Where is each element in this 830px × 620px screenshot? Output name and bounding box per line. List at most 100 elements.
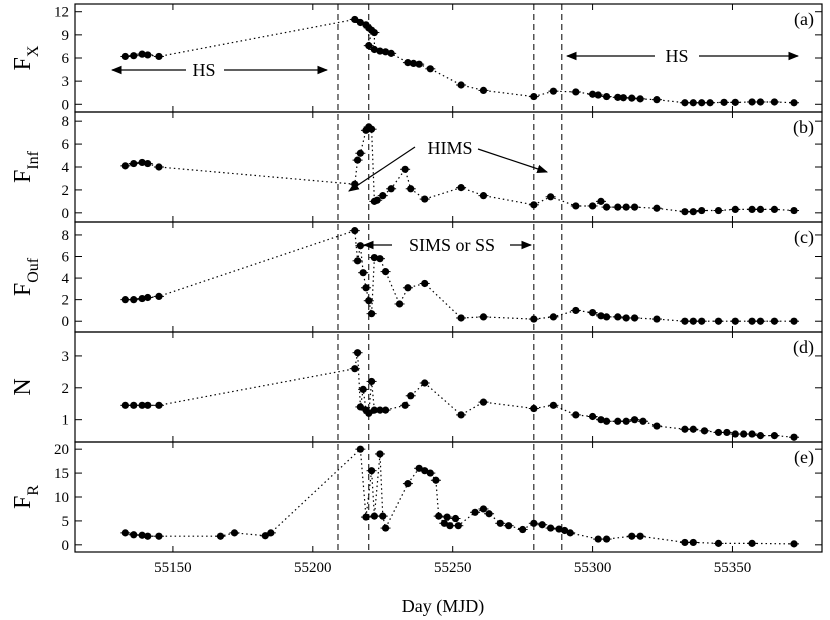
- data-point: [457, 314, 465, 322]
- data-point: [636, 532, 644, 540]
- data-point: [790, 317, 798, 325]
- data-point: [689, 99, 697, 107]
- hims-arrow-right: [477, 148, 549, 174]
- y-tick-label: 1: [62, 413, 70, 429]
- data-point: [421, 279, 429, 288]
- data-point: [790, 540, 798, 548]
- data-point: [370, 512, 378, 520]
- y-axis-title: FInf: [10, 150, 42, 183]
- data-point: [653, 422, 661, 430]
- data-point: [365, 297, 373, 305]
- data-point: [479, 505, 488, 513]
- data-point: [353, 349, 362, 357]
- data-point: [479, 313, 488, 321]
- data-point: [404, 480, 412, 488]
- data-point: [479, 192, 488, 200]
- data-point: [353, 257, 362, 265]
- y-axis-title-sub: X: [25, 45, 42, 57]
- data-point: [653, 96, 661, 104]
- data-point: [376, 406, 384, 414]
- data-point: [415, 464, 423, 472]
- data-point: [770, 98, 779, 106]
- data-point: [748, 317, 756, 325]
- y-tick-label: 4: [62, 271, 70, 287]
- y-tick-label: 2: [62, 293, 70, 309]
- data-point: [602, 417, 611, 425]
- y-tick-label: 4: [62, 160, 70, 176]
- data-point: [155, 292, 163, 301]
- data-point: [381, 406, 390, 414]
- data-point: [130, 296, 138, 304]
- series-line: [125, 18, 795, 104]
- data-point: [630, 203, 639, 211]
- data-point: [689, 425, 697, 433]
- x-tick-label: 55200: [294, 560, 332, 576]
- data-point: [622, 203, 630, 211]
- y-tick-label: 15: [54, 466, 69, 482]
- data-point: [144, 159, 152, 168]
- data-point: [566, 529, 574, 537]
- panel-d: 1 2 3 N (d): [10, 331, 823, 443]
- panel-c: 0 2 4 6 8 FOuf (c): [10, 221, 823, 333]
- data-point: [723, 428, 731, 437]
- data-point: [435, 512, 443, 520]
- x-axis: 55150 55200 55250 55300 55350: [154, 560, 751, 576]
- data-point: [351, 227, 359, 235]
- panel-e: 0 5 10 15 20 FR (e): [10, 441, 823, 554]
- y-tick-label: 10: [54, 490, 69, 506]
- data-point: [381, 268, 390, 276]
- data-point: [622, 314, 630, 322]
- data-point: [636, 95, 644, 103]
- data-point: [138, 294, 146, 303]
- data-point: [415, 60, 423, 68]
- data-point: [144, 532, 152, 540]
- data-point: [602, 203, 611, 211]
- data-point: [496, 519, 504, 527]
- data-point: [549, 313, 558, 321]
- data-point: [594, 91, 602, 99]
- data-point: [144, 51, 152, 59]
- data-point: [387, 185, 395, 193]
- panel-frame: [74, 331, 823, 443]
- hs-left-label: HS: [192, 60, 215, 80]
- data-point: [630, 314, 639, 322]
- data-point: [351, 15, 359, 24]
- data-point: [790, 433, 798, 441]
- vertical-state-boundaries: [337, 4, 563, 552]
- data-point: [594, 535, 602, 543]
- y-tick-label: 6: [62, 51, 70, 67]
- hims-arrow-left: [348, 146, 416, 192]
- annotations-layer: HS HS HIMS SIMS or SS: [110, 46, 800, 255]
- data-point: [454, 522, 462, 530]
- hs-right-label: HS: [665, 46, 688, 66]
- data-point: [121, 52, 129, 61]
- data-point: [602, 535, 611, 543]
- data-point: [471, 508, 479, 516]
- y-tick-label: 12: [54, 5, 69, 21]
- data-point: [457, 411, 465, 419]
- y-axis-title: FX: [10, 45, 42, 70]
- panel-frame: [74, 441, 823, 553]
- data-point: [370, 406, 378, 414]
- data-point: [443, 513, 451, 521]
- data-point: [404, 284, 412, 292]
- data-point: [748, 205, 756, 213]
- data-point: [440, 519, 448, 527]
- series-line: [125, 447, 795, 545]
- data-point: [373, 196, 381, 204]
- data-point: [698, 206, 706, 215]
- data-point: [401, 401, 409, 409]
- y-tick-label: 6: [62, 137, 70, 153]
- y-tick-label: 0: [62, 97, 70, 113]
- data-point: [505, 522, 513, 530]
- data-point: [485, 510, 493, 518]
- series-line: [125, 229, 794, 322]
- data-point: [356, 18, 364, 27]
- data-point: [376, 450, 384, 458]
- data-point: [689, 317, 697, 325]
- data-point: [622, 417, 630, 425]
- data-point: [479, 398, 488, 406]
- data-point: [549, 87, 558, 95]
- panels-layer: 036912FX(a)02468FInf(b)02468FOuf(c)123N(…: [10, 3, 823, 554]
- y-tick-label: 3: [62, 349, 70, 365]
